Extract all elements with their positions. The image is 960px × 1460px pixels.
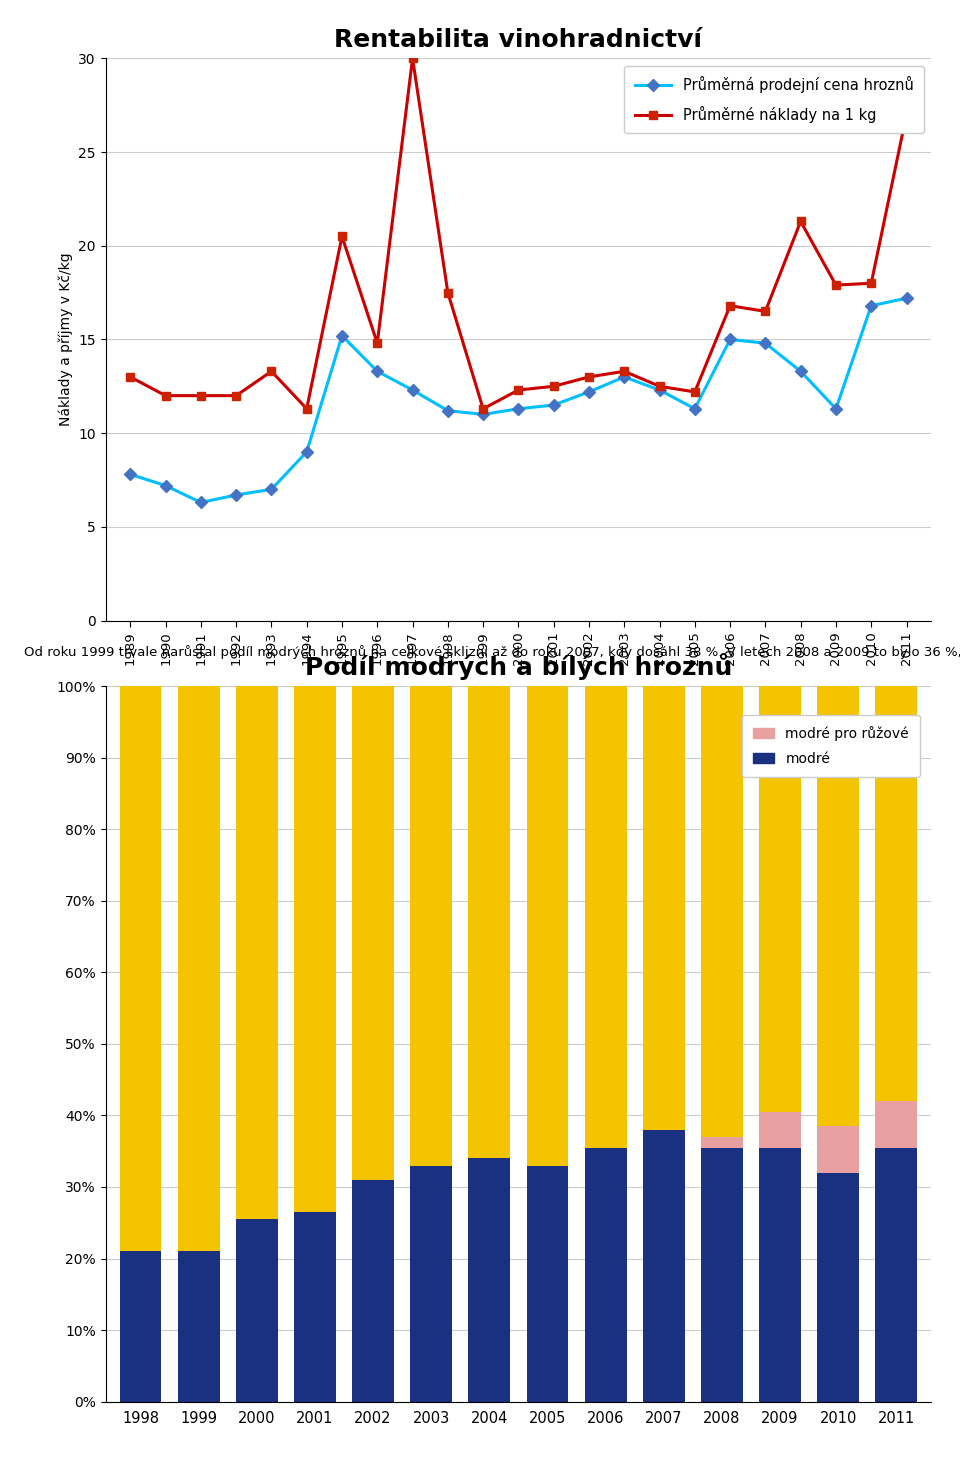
Průměrné náklady na 1 kg <box>830 276 842 293</box>
Bar <box>759 1148 801 1402</box>
Průměrné náklady na 1 kg <box>300 400 312 418</box>
Bar <box>294 1212 336 1402</box>
Průměrná prodejní cena hroznů <box>866 296 877 314</box>
Průměrné náklady na 1 kg <box>689 383 701 400</box>
Průměrné náklady na 1 kg <box>477 400 489 418</box>
Bar <box>876 686 917 1101</box>
Bar <box>352 686 394 1180</box>
Bar <box>817 1172 859 1402</box>
Bar <box>876 1101 917 1148</box>
Bar <box>759 686 801 1113</box>
Průměrná prodejní cena hroznů <box>300 444 312 461</box>
Průměrné náklady na 1 kg <box>866 274 877 292</box>
Bar <box>585 1148 627 1402</box>
Průměrné náklady na 1 kg <box>900 107 912 124</box>
Bar <box>643 686 684 1130</box>
Průměrná prodejní cena hroznů <box>900 289 912 307</box>
Průměrné náklady na 1 kg <box>513 381 524 399</box>
Průměrná prodejní cena hroznů <box>618 368 630 385</box>
Průměrná prodejní cena hroznů <box>584 383 595 400</box>
Průměrné náklady na 1 kg <box>725 296 736 314</box>
Bar <box>410 1165 452 1402</box>
Legend: Průměrná prodejní cena hroznů, Průměrné náklady na 1 kg: Průměrná prodejní cena hroznů, Průměrné … <box>625 66 924 133</box>
Bar <box>759 1113 801 1148</box>
Bar <box>643 1130 684 1402</box>
Průměrná prodejní cena hroznů <box>477 406 489 423</box>
Bar <box>876 1148 917 1402</box>
Bar <box>817 686 859 1126</box>
Title: Rentabilita vinohradnictví: Rentabilita vinohradnictví <box>334 28 703 53</box>
Průměrné náklady na 1 kg <box>618 362 630 380</box>
Bar <box>526 1165 568 1402</box>
Bar <box>817 1126 859 1172</box>
Bar <box>585 686 627 1148</box>
Bar <box>701 686 743 1137</box>
Line: Průměrné náklady na 1 kg: Průměrné náklady na 1 kg <box>126 54 911 413</box>
Průměrné náklady na 1 kg <box>442 283 453 301</box>
Text: Od roku 1999 trvale narůstal podíl modrých hroznů na celkové sklizni až do roku : Od roku 1999 trvale narůstal podíl modrý… <box>24 645 960 660</box>
Průměrná prodejní cena hroznů <box>654 381 665 399</box>
Průměrná prodejní cena hroznů <box>689 400 701 418</box>
Průměrné náklady na 1 kg <box>230 387 242 404</box>
Průměrná prodejní cena hroznů <box>195 493 206 511</box>
Průměrná prodejní cena hroznů <box>830 400 842 418</box>
Bar <box>294 686 336 1212</box>
Průměrná prodejní cena hroznů <box>336 327 348 345</box>
Průměrná prodejní cena hroznů <box>548 396 560 413</box>
Průměrná prodejní cena hroznů <box>125 466 136 483</box>
Legend: modré pro růžové, modré: modré pro růžové, modré <box>742 714 920 777</box>
Bar <box>120 1251 161 1402</box>
Průměrné náklady na 1 kg <box>159 387 171 404</box>
Title: Podíl modrých a bílých hroznů: Podíl modrých a bílých hroznů <box>304 653 732 680</box>
Bar <box>468 1158 511 1402</box>
Průměrná prodejní cena hroznů <box>795 362 806 380</box>
Bar <box>178 1251 220 1402</box>
Průměrná prodejní cena hroznů <box>513 400 524 418</box>
Line: Průměrná prodejní cena hroznů: Průměrná prodejní cena hroznů <box>126 293 911 507</box>
Průměrné náklady na 1 kg <box>336 228 348 245</box>
Průměrné náklady na 1 kg <box>125 368 136 385</box>
Průměrná prodejní cena hroznů <box>372 362 383 380</box>
Bar <box>120 686 161 1251</box>
Průměrné náklady na 1 kg <box>795 213 806 231</box>
Bar <box>701 1148 743 1402</box>
Y-axis label: Náklady a příjmy v Kč/kg: Náklady a příjmy v Kč/kg <box>59 253 73 426</box>
Průměrná prodejní cena hroznů <box>230 486 242 504</box>
Průměrné náklady na 1 kg <box>584 368 595 385</box>
Průměrná prodejní cena hroznů <box>407 381 419 399</box>
Průměrná prodejní cena hroznů <box>759 334 771 352</box>
Průměrné náklady na 1 kg <box>407 50 419 67</box>
Průměrné náklady na 1 kg <box>548 378 560 396</box>
Bar <box>352 1180 394 1402</box>
Bar <box>468 686 511 1158</box>
Průměrné náklady na 1 kg <box>372 334 383 352</box>
Průměrná prodejní cena hroznů <box>159 477 171 495</box>
Bar <box>410 686 452 1165</box>
Průměrné náklady na 1 kg <box>654 378 665 396</box>
Průměrná prodejní cena hroznů <box>442 402 453 419</box>
Průměrné náklady na 1 kg <box>759 302 771 320</box>
Bar <box>236 686 277 1219</box>
Bar <box>178 686 220 1251</box>
Průměrná prodejní cena hroznů <box>725 331 736 349</box>
Bar <box>701 1137 743 1148</box>
Bar <box>236 1219 277 1402</box>
Průměrné náklady na 1 kg <box>266 362 277 380</box>
Průměrné náklady na 1 kg <box>195 387 206 404</box>
Bar <box>526 686 568 1165</box>
Průměrná prodejní cena hroznů <box>266 480 277 498</box>
